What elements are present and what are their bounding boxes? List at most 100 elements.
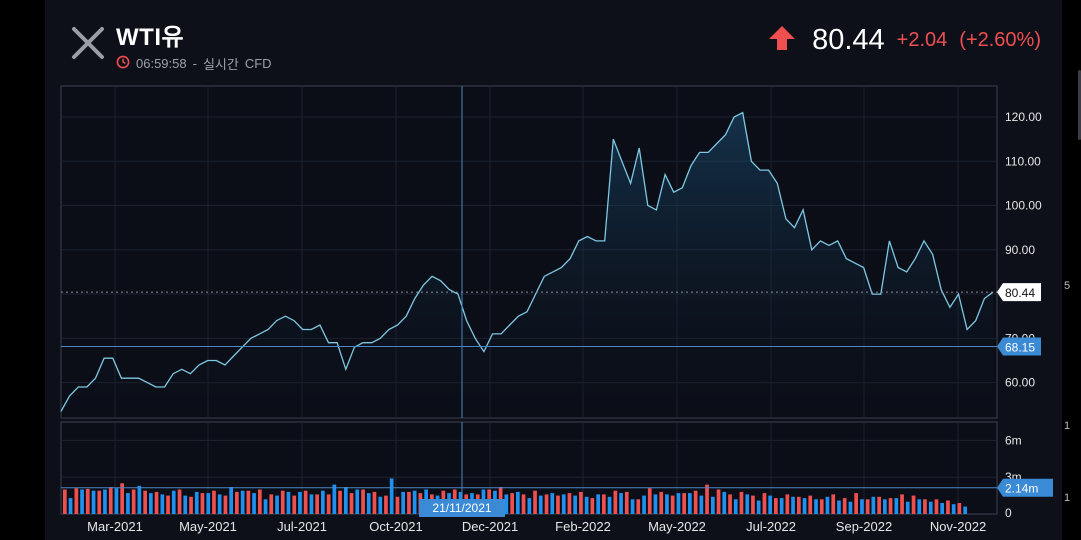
volume-bar: [779, 498, 784, 514]
volume-bar: [733, 499, 738, 514]
volume-bar: [85, 488, 90, 514]
volume-bar: [212, 490, 216, 514]
volume-bar: [194, 491, 199, 514]
volume-bar: [705, 484, 709, 514]
volume-bar: [584, 496, 589, 514]
time-text: 06:59:58: [136, 56, 187, 71]
volume-bar: [171, 490, 176, 514]
volume-bar: [837, 500, 841, 514]
up-arrow-icon: [768, 24, 800, 57]
last-price-label: 80.44: [1005, 286, 1035, 300]
volume-bar: [716, 489, 721, 514]
volume-bar: [797, 496, 801, 514]
volume-bar: [567, 493, 572, 514]
volume-bar: [103, 489, 107, 514]
volume-bar: [774, 498, 778, 514]
crosshair-volume-label: 2.14m: [1005, 482, 1038, 496]
volume-bar: [928, 501, 933, 514]
volume-bar: [613, 490, 618, 514]
volume-bar: [699, 495, 704, 514]
volume-bar: [521, 494, 526, 514]
x-tick-label: Nov-2022: [930, 519, 986, 534]
volume-bar: [258, 489, 262, 514]
price-summary: 80.44 +2.04 (+2.60%): [768, 24, 1041, 57]
volume-bar: [275, 495, 279, 514]
volume-bar: [166, 495, 170, 514]
volume-bar: [252, 493, 256, 514]
volume-bar: [596, 494, 600, 514]
scrollbar[interactable]: [1078, 70, 1081, 140]
volume-bar: [808, 495, 813, 514]
volume-bar: [223, 495, 228, 514]
volume-bar: [120, 483, 124, 514]
edge-tick: 1: [1064, 420, 1071, 432]
volume-bar: [722, 491, 727, 514]
volume-bar: [676, 493, 681, 514]
mode-text: 실시간: [202, 57, 239, 72]
volume-bar: [332, 484, 337, 514]
x-tick-label: May-2021: [179, 519, 237, 534]
volume-bar: [149, 493, 153, 514]
volume-bar: [647, 488, 652, 514]
volume-bar: [894, 498, 899, 514]
volume-bar: [97, 490, 102, 514]
side-panel-edge: 5 1 1: [1062, 0, 1081, 540]
volume-bar: [842, 498, 847, 514]
volume-bar: [556, 495, 560, 514]
volume-bar: [751, 495, 755, 514]
volume-bar: [814, 499, 818, 514]
volume-bar: [303, 490, 308, 514]
volume-bar: [934, 499, 939, 514]
volume-bar: [854, 493, 858, 514]
volume-bar: [504, 494, 509, 514]
y-tick-label: 90.00: [1005, 243, 1035, 257]
y-tick-label: 60.00: [1005, 376, 1035, 390]
volume-bar: [538, 495, 543, 514]
volume-bar: [366, 493, 371, 514]
volume-bar: [527, 498, 532, 514]
volume-bar: [711, 496, 715, 514]
y-tick-label: 120.00: [1005, 110, 1042, 124]
volume-bar: [292, 495, 297, 514]
volume-bar: [74, 488, 79, 514]
volume-bar: [361, 489, 365, 514]
type-text: CFD: [244, 56, 272, 71]
price-area: [61, 112, 993, 418]
volume-bar: [326, 494, 331, 514]
crosshair-price-badge: [997, 337, 1041, 356]
market-status: 06:59:58 - 실시간 CFD: [116, 54, 272, 73]
volume-bar: [659, 491, 664, 514]
crosshair-date-label: 21/11/2021: [432, 501, 491, 515]
volume-bar: [653, 494, 658, 514]
volume-bar: [372, 491, 377, 514]
volume-bar: [80, 489, 84, 514]
volume-bar: [544, 494, 549, 514]
volume-bar: [321, 490, 325, 514]
x-tick-label: Jul-2022: [746, 519, 796, 534]
volume-bar: [401, 491, 405, 514]
volume-bar: [791, 496, 795, 514]
volume-bar: [888, 498, 893, 514]
volume-bar: [344, 487, 348, 514]
volume-bar: [624, 491, 629, 514]
crosshair-volume-badge: [997, 478, 1053, 497]
volume-bar: [860, 499, 864, 514]
edge-tick: 5: [1064, 280, 1071, 292]
volume-bar: [510, 493, 514, 514]
volume-bar: [728, 494, 732, 514]
volume-bar: [825, 496, 830, 514]
clock-icon: [116, 55, 130, 72]
volume-bar: [235, 491, 239, 514]
close-icon[interactable]: [70, 25, 106, 61]
volume-bar: [550, 493, 555, 514]
volume-bar: [378, 496, 383, 514]
volume-bar: [665, 494, 669, 514]
volume-bar: [785, 494, 790, 514]
volume-bar: [137, 485, 142, 514]
last-price-badge: [997, 283, 1041, 302]
price-line: [60, 111, 994, 412]
volume-bar: [561, 494, 566, 514]
volume-bar: [338, 490, 342, 514]
volume-bar: [802, 498, 807, 514]
